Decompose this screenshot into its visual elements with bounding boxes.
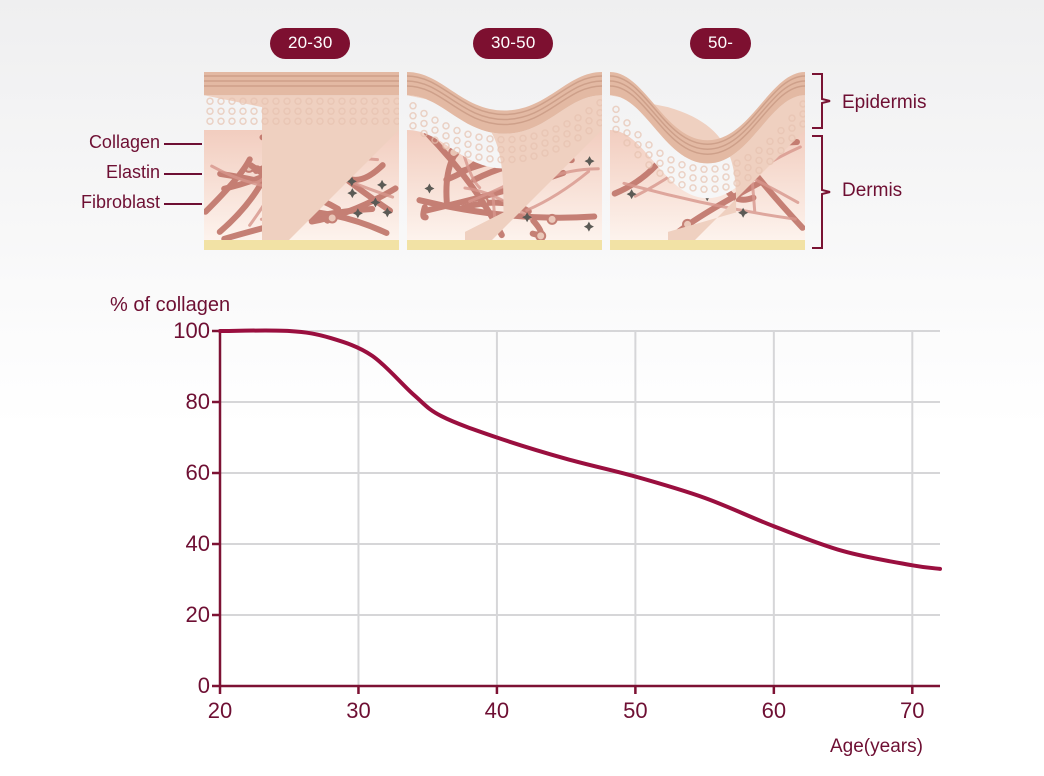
chart-x-title: Age(years) (830, 736, 923, 758)
xtick-40: 40 (467, 698, 527, 724)
xtick-30: 30 (328, 698, 388, 724)
collagen-chart (0, 0, 1044, 776)
ytick-80: 80 (150, 389, 210, 415)
ytick-60: 60 (150, 460, 210, 486)
ytick-0: 0 (150, 673, 210, 699)
xtick-60: 60 (744, 698, 804, 724)
figure-root: 20-30 30-50 50- Collagen Elastin Fibrobl… (0, 0, 1044, 776)
ytick-20: 20 (150, 602, 210, 628)
xtick-70: 70 (882, 698, 942, 724)
xtick-50: 50 (605, 698, 665, 724)
ytick-40: 40 (150, 531, 210, 557)
xtick-20: 20 (190, 698, 250, 724)
ytick-100: 100 (150, 318, 210, 344)
